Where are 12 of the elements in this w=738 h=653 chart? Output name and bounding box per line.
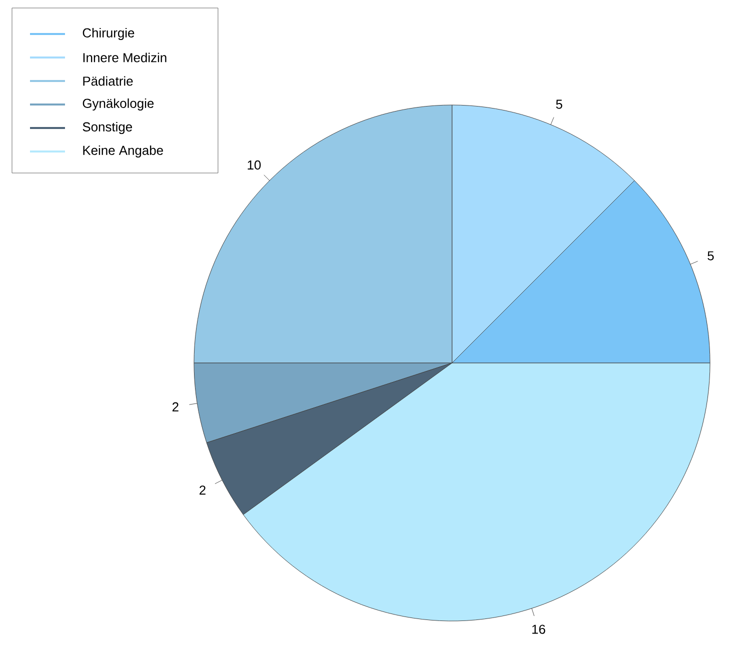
data-label: 2 (172, 402, 178, 412)
legend-label: Gynäkologie (82, 98, 154, 111)
data-label: 16 (532, 624, 546, 634)
data-label: 10 (248, 160, 261, 170)
data-label: 2 (200, 486, 206, 495)
legend-label: Innere Medizin (83, 52, 166, 62)
legend-label: Chirurgie (82, 28, 134, 40)
legend-label: Sonstige (82, 122, 132, 134)
data-label: 5 (708, 251, 714, 260)
legend-label: Pädiatrie (83, 76, 133, 86)
legend-label: Keine Angabe (83, 145, 163, 158)
data-label: 5 (556, 100, 562, 109)
